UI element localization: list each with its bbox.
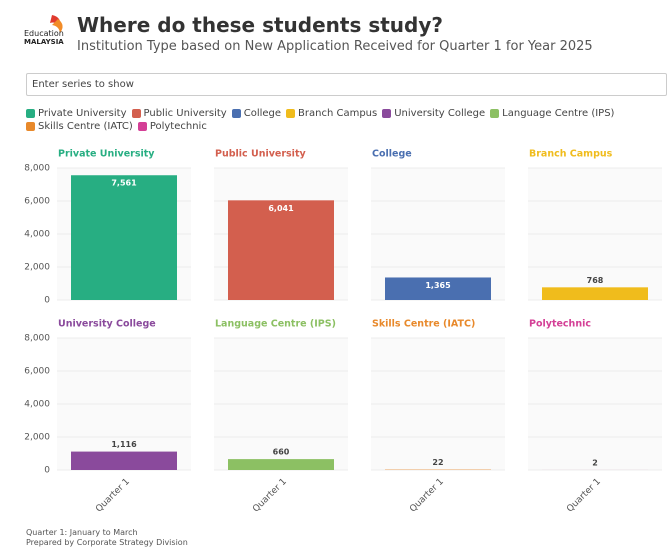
panel-title: Private University <box>58 149 155 160</box>
y-tick-label: 2,000 <box>24 433 50 443</box>
x-tick-label: Quarter 1 <box>408 477 446 515</box>
y-tick-label: 4,000 <box>24 230 50 240</box>
x-tick-label: Quarter 1 <box>251 477 289 515</box>
y-tick-label: 6,000 <box>24 367 50 377</box>
value-label: 768 <box>587 276 604 285</box>
y-tick-label: 6,000 <box>24 197 50 207</box>
bar <box>71 452 177 470</box>
value-label: 7,561 <box>111 179 137 188</box>
value-label: 1,365 <box>425 281 451 290</box>
panel-title: Language Centre (IPS) <box>215 319 336 330</box>
x-tick-label: Quarter 1 <box>565 477 603 515</box>
footnote: Quarter 1: January to March <box>26 528 138 537</box>
panel-title: Branch Campus <box>529 149 613 160</box>
panel-title: University College <box>58 319 156 330</box>
y-tick-label: 2,000 <box>24 263 50 273</box>
panel-title: Public University <box>215 149 306 160</box>
panel-title: College <box>372 149 412 160</box>
bar <box>228 200 334 300</box>
y-tick-label: 8,000 <box>24 164 50 174</box>
panel-title: Polytechnic <box>529 319 591 330</box>
value-label: 6,041 <box>268 204 294 213</box>
y-tick-label: 8,000 <box>24 334 50 344</box>
y-tick-label: 4,000 <box>24 400 50 410</box>
y-tick-label: 0 <box>44 466 50 476</box>
value-label: 660 <box>273 448 290 457</box>
footnote: Prepared by Corporate Strategy Division <box>26 538 188 547</box>
value-label: 1,116 <box>111 440 137 449</box>
bar <box>228 459 334 470</box>
bar <box>71 175 177 300</box>
x-tick-label: Quarter 1 <box>94 477 132 515</box>
value-label: 2 <box>592 458 598 467</box>
y-tick-label: 0 <box>44 296 50 306</box>
bar <box>542 287 648 300</box>
panel-title: Skills Centre (IATC) <box>372 319 475 330</box>
value-label: 22 <box>432 458 443 467</box>
